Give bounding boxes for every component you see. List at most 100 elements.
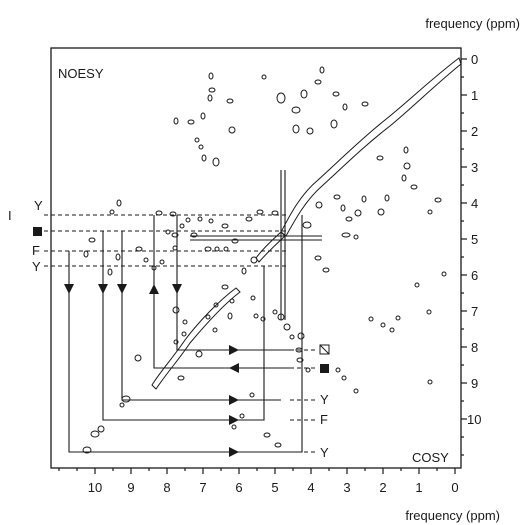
crosspeak [205,314,211,320]
crosspeak [283,323,291,331]
crosspeak [172,306,180,314]
hatched-square-marker-stroke [319,344,330,355]
crosspeak [340,204,346,212]
hatched-square-marker [319,344,330,355]
arrow-left [229,363,239,373]
crosspeak [245,216,253,222]
diagonal-ridge [255,57,462,263]
crosspeak [214,246,220,252]
crosspeak [143,257,149,263]
crosspeak [263,432,271,438]
right-tick-label: 3 [471,160,478,175]
bottom-tick-label: 7 [199,480,206,495]
crosspeak [204,246,212,252]
arrow-down [117,284,127,294]
crosspeak [90,430,100,438]
right-tick-label: 8 [471,340,478,355]
crosspeak [177,375,185,381]
crosspeak [377,208,385,216]
crosspeak [341,375,347,381]
right-tick-label: 4 [471,196,478,211]
crosspeak [155,210,163,216]
crosspeak [384,194,390,202]
bottom-tick-labels: 10 9 8 7 6 5 4 3 2 1 0 [88,480,459,495]
bottom-axis-title: frequency (ppm) [405,508,500,523]
crosspeak-contours [82,66,447,454]
crosspeak [195,350,203,358]
crosspeak [227,312,233,320]
crosspeak [342,103,348,111]
crosspeak [182,319,188,325]
filled-square-marker [33,227,42,236]
left-residue-label: Y [32,259,41,274]
arrow-right [229,415,239,425]
right-tick-label: 6 [471,268,478,283]
crosspeak [314,79,322,85]
crosspeak [213,302,219,308]
crosspeak [353,388,359,394]
right-tick-label: 2 [471,124,478,139]
crosspeak [249,392,255,398]
crosspeak [221,284,229,290]
crosspeak [173,339,179,345]
crosspeak [179,223,185,229]
guide-lines-right [290,349,318,453]
crosspeak [332,91,340,97]
filled-square-marker [320,364,329,373]
left-residue-label: I [8,208,12,223]
crosspeak [414,282,420,288]
crosspeak [134,354,142,362]
crosspeak [302,221,312,229]
crosspeak [231,424,237,430]
right-tick-label: 5 [471,232,478,247]
crosspeak [169,211,177,217]
arrowheads [64,284,239,457]
crosspeak [305,367,311,373]
crosspeak [197,216,203,222]
crosspeak [172,245,178,251]
bottom-axis [58,468,456,474]
crosspeak [353,234,359,240]
crosspeak [333,194,341,200]
crosspeak [135,246,143,252]
crosspeak [426,309,432,315]
crosspeak [361,195,367,203]
crosspeak [403,162,411,170]
right-axis [461,58,467,456]
crosspeak [261,74,267,80]
crosspeak [226,98,234,104]
crosspeak [401,174,407,182]
crosspeak [198,144,204,150]
cosy-label: COSY [412,450,449,465]
right-tick-label: 1 [471,88,478,103]
crosspeak [410,184,418,190]
crosspeak [221,223,229,229]
crosspeak [292,124,300,134]
crosspeak [434,197,442,203]
crosspeak [368,316,374,322]
crosspeak [296,357,304,363]
crosspeak [314,255,322,261]
crosspeak [253,313,259,319]
crosspeak [276,92,286,104]
crosspeak [208,87,216,93]
crosspeak [260,316,266,322]
left-residue-label: F [32,243,40,258]
right-residue-label: Y [320,392,329,407]
crosspeak [361,101,369,107]
bottom-tick-label: 1 [415,480,422,495]
crosspeak [389,327,395,333]
crosspeak [88,237,96,243]
crosspeak [212,327,218,333]
crosspeak [289,334,295,340]
crosspeak [185,217,191,223]
crosspeak [300,89,308,99]
right-tick-label: 10 [467,412,481,427]
crosspeak [116,199,122,207]
crosspeak [306,127,314,135]
bottom-tick-label: 10 [88,480,102,495]
crosspeak [395,315,401,321]
crosspeak [190,232,198,238]
bottom-tick-label: 3 [343,480,350,495]
arrow-down [98,284,108,294]
